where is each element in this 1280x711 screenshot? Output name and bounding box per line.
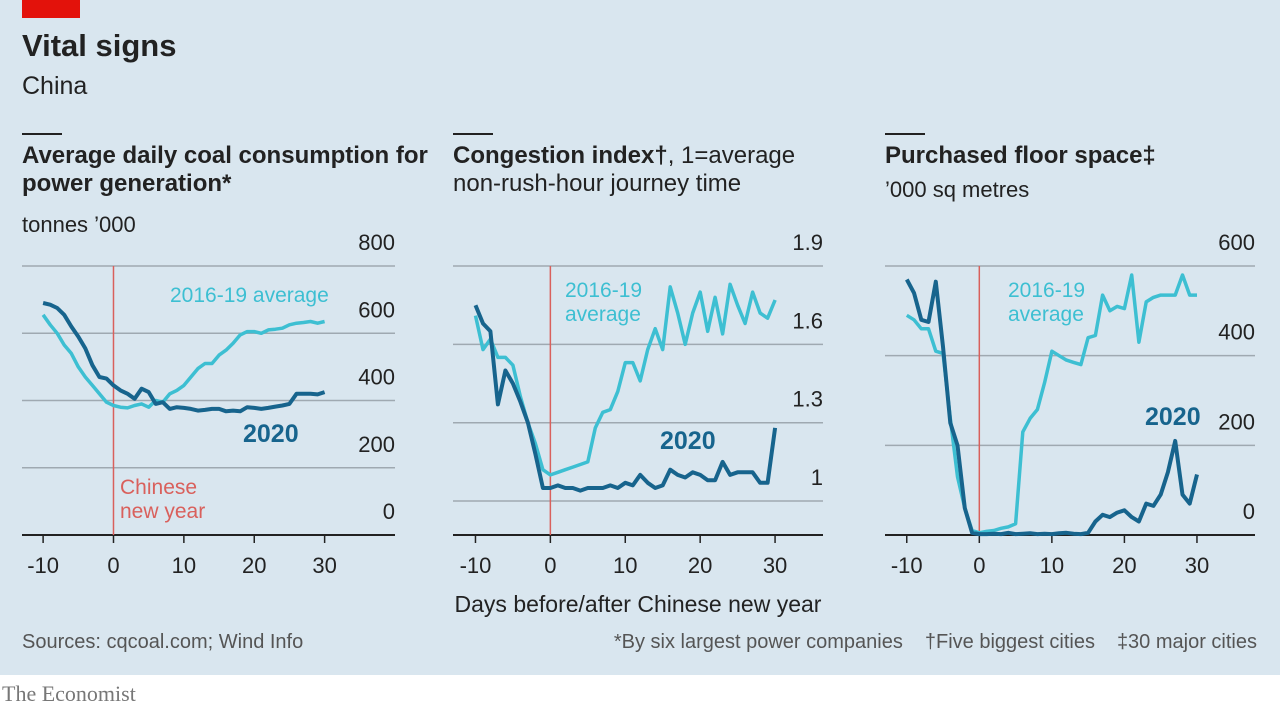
annotation: Chinese new year (120, 476, 206, 524)
series-line (905, 273, 1197, 535)
x-axis-label: Days before/after Chinese new year (455, 591, 822, 617)
series-label: 2020 (243, 420, 299, 448)
x-tick-label: 0 (973, 553, 985, 578)
x-tick-label: 20 (242, 553, 266, 578)
y-tick-label: 600 (358, 297, 395, 322)
series-label: 2020 (1145, 403, 1201, 431)
panel-subtitle: ’000 sq metres (885, 177, 1030, 202)
series-label: 2016-19 average (170, 284, 329, 307)
x-tick-label: 20 (688, 553, 712, 578)
x-tick-label: 10 (1040, 553, 1064, 578)
panel-title-text: Average daily coal consumption for power… (22, 142, 428, 197)
note: †Five biggest cities (924, 631, 1095, 653)
panel-subtitle: , 1=average non-rush-hour journey time (453, 142, 796, 197)
x-tick-label: 10 (613, 553, 637, 578)
x-tick-label: 30 (763, 553, 787, 578)
y-tick-label: 1.6 (792, 308, 823, 333)
series-label: 2020 (660, 427, 716, 455)
series-line (473, 304, 778, 493)
panel-title: Purchased floor space‡ (885, 142, 1280, 170)
panel-title: Congestion index†, 1=average non-rush-ho… (453, 142, 798, 197)
x-tick-label: 20 (1112, 553, 1136, 578)
panel-title: Average daily coal consumption for power… (22, 142, 432, 197)
y-tick-label: 400 (358, 365, 395, 390)
page-subtitle: China (22, 72, 88, 100)
x-tick-label: -10 (27, 553, 59, 578)
series-line (905, 278, 1199, 537)
y-tick-label: 0 (383, 499, 395, 524)
x-tick-label: 10 (172, 553, 196, 578)
y-tick-label: 1.9 (792, 230, 823, 255)
x-tick-label: 0 (107, 553, 119, 578)
brand-bar: The Economist (0, 675, 1280, 711)
y-tick-label: 800 (358, 230, 395, 255)
panel-title-text: Purchased floor space‡ (885, 142, 1156, 169)
note: ‡30 major cities (1116, 631, 1257, 653)
y-tick-label: 400 (1218, 320, 1255, 345)
series-label: 2016-19 average (565, 279, 643, 327)
series-line (42, 301, 326, 414)
notes: *By six largest power companies †Five bi… (614, 631, 1257, 654)
y-tick-label: 200 (358, 432, 395, 457)
y-tick-label: 600 (1218, 230, 1255, 255)
panel-title-text: Congestion index† (453, 142, 668, 169)
x-tick-label: -10 (460, 553, 492, 578)
brand-tag (22, 0, 80, 18)
source: Sources: cqcoal.com; Wind Info (22, 631, 304, 653)
panel-subtitle: tonnes ’000 (22, 212, 136, 237)
page-title: Vital signs (22, 28, 177, 63)
brand: The Economist (2, 681, 136, 706)
y-tick-label: 0 (1243, 499, 1255, 524)
note: *By six largest power companies (613, 631, 903, 653)
y-tick-label: 200 (1218, 409, 1255, 434)
x-tick-label: -10 (891, 553, 923, 578)
series-line (41, 313, 326, 410)
series-label: 2016-19 average (1008, 279, 1086, 327)
x-tick-label: 0 (544, 553, 556, 578)
x-tick-label: 30 (312, 553, 336, 578)
y-tick-label: 1 (811, 465, 823, 490)
x-tick-label: 30 (1185, 553, 1209, 578)
y-tick-label: 1.3 (792, 387, 823, 412)
